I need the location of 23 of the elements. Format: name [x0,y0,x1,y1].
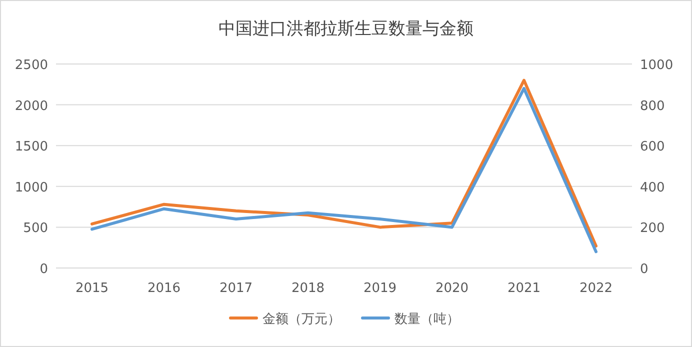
y2-tick-label: 200 [640,221,665,236]
x-tick-label: 2021 [507,281,541,296]
y-tick-label: 0 [40,262,48,277]
y2-tick-label: 800 [640,98,665,114]
y-tick-label: 500 [23,221,48,236]
x-tick-label: 2022 [579,281,613,296]
x-tick-label: 2017 [219,281,253,296]
x-tick-label: 2019 [363,281,397,296]
y-tick-label: 2500 [14,58,48,73]
y2-tick-label: 0 [640,262,648,277]
y2-tick-label: 1000 [640,58,674,73]
x-tick-label: 2016 [147,281,181,296]
y2-tick-label: 400 [640,180,665,196]
chart-title: 中国进口洪都拉斯生豆数量与金额 [218,19,474,39]
y2-tick-label: 600 [640,140,665,155]
x-tick-label: 2018 [291,281,325,296]
y-tick-label: 2000 [14,98,48,114]
x-tick-label: 2020 [435,281,469,296]
legend-label: 数量（吨） [394,312,460,327]
x-tick-label: 2015 [75,281,109,296]
y-tick-label: 1500 [14,140,48,155]
legend-label: 金额（万元） [262,312,340,327]
y-tick-label: 1000 [14,180,48,196]
